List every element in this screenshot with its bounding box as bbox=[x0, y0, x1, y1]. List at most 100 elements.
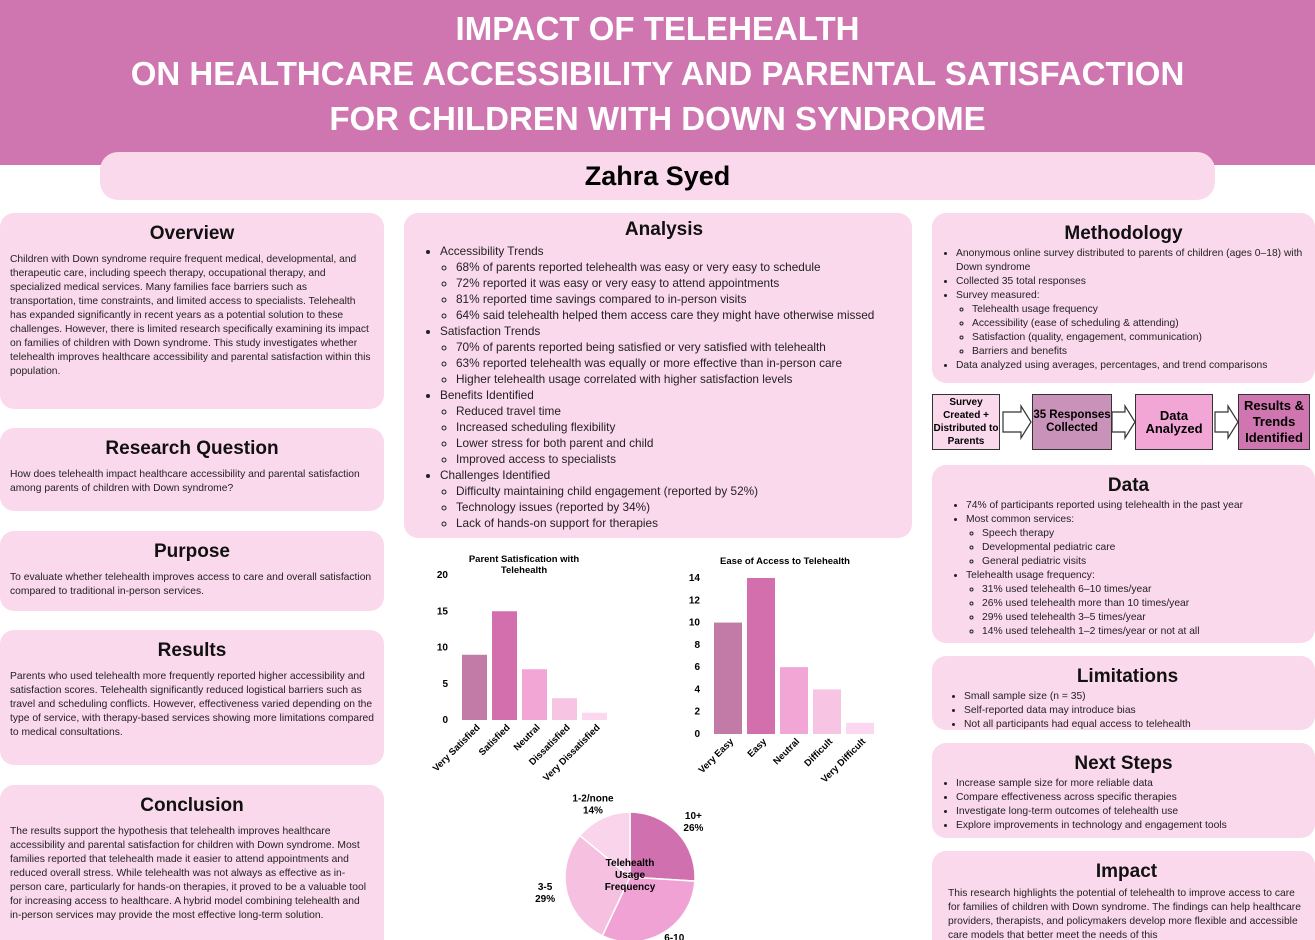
list-item: Accessibility Trends bbox=[440, 243, 902, 259]
y-tick-label: 0 bbox=[694, 729, 700, 740]
slice-label: 1-2/none bbox=[572, 794, 614, 805]
body-text: Children with Down syndrome require freq… bbox=[10, 254, 371, 377]
list-item: Reduced travel time bbox=[456, 403, 902, 419]
y-tick-label: 5 bbox=[442, 679, 448, 690]
title-line: ON HEALTHCARE ACCESSIBILITY AND PARENTAL… bbox=[130, 55, 1185, 92]
title-line: FOR CHILDREN WITH DOWN SYNDROME bbox=[329, 100, 986, 137]
heading: Overview bbox=[149, 223, 235, 244]
x-tick-label: Very Satisfied bbox=[431, 722, 483, 774]
x-tick-label: Easy bbox=[746, 736, 770, 760]
list-item: Survey measured: bbox=[956, 289, 1305, 303]
x-tick-label: Difficult bbox=[802, 736, 835, 769]
bullet-list: Small sample size (n = 35)Self-reported … bbox=[950, 690, 1305, 730]
list-item: Investigate long-term outcomes of telehe… bbox=[956, 805, 1305, 819]
bar bbox=[813, 689, 841, 734]
list-item: Lower stress for both parent and child bbox=[456, 435, 902, 451]
analysis: Analysis Accessibility Trends68% of paren… bbox=[404, 213, 912, 538]
bullet-list: Difficulty maintaining child engagement … bbox=[440, 483, 902, 531]
y-tick-label: 2 bbox=[694, 707, 700, 718]
x-tick-label: Satisfied bbox=[477, 722, 513, 758]
slice-value: 14% bbox=[583, 806, 603, 817]
bullet-list: 70% of parents reported being satisfied … bbox=[440, 339, 902, 387]
pie-slice bbox=[564, 834, 631, 937]
list-item: Improved access to specialists bbox=[456, 451, 902, 467]
limitations: Limitations Small sample size (n = 35)Sel… bbox=[932, 656, 1315, 730]
list-item: 68% of parents reported telehealth was e… bbox=[456, 259, 902, 275]
research-question: Research Question How does telehealth imp… bbox=[0, 428, 384, 511]
y-tick-label: 15 bbox=[437, 606, 449, 617]
x-tick-label: Very Dissatisfied bbox=[541, 722, 603, 784]
y-tick-label: 8 bbox=[694, 640, 700, 651]
list-item: Lack of hands-on support for therapies bbox=[456, 515, 902, 531]
bar bbox=[462, 654, 487, 720]
sub-list: 70% of parents reported being satisfied … bbox=[440, 339, 902, 387]
bullet-list: Speech therapyDevelopmental pediatric ca… bbox=[966, 527, 1305, 569]
list-item: Small sample size (n = 35) bbox=[964, 690, 1305, 704]
list-item: Telehealth usage frequency bbox=[972, 303, 1305, 317]
bullet-list: Reduced travel timeIncreased scheduling … bbox=[440, 403, 902, 467]
results: Results Parents who used telehealth more … bbox=[0, 630, 384, 765]
flow-step: Results & Trends Identified bbox=[1238, 394, 1310, 450]
list-item: 63% reported telehealth was equally or m… bbox=[456, 355, 902, 371]
purpose: Purpose To evaluate whether telehealth im… bbox=[0, 531, 384, 611]
heading: Next Steps bbox=[1074, 753, 1173, 774]
list-item: 26% used telehealth more than 10 times/y… bbox=[982, 597, 1305, 611]
list-item: Satisfaction Trends bbox=[440, 323, 902, 339]
y-tick-label: 10 bbox=[689, 618, 701, 629]
x-tick-label: Neutral bbox=[771, 736, 802, 767]
heading: Data bbox=[1107, 475, 1150, 496]
bar bbox=[780, 667, 808, 734]
bar bbox=[552, 698, 577, 720]
list-item: Data analyzed using averages, percentage… bbox=[956, 359, 1305, 373]
bar bbox=[522, 669, 547, 720]
list-item: General pediatric visits bbox=[982, 555, 1305, 569]
sub-list: Speech therapyDevelopmental pediatric ca… bbox=[966, 527, 1305, 569]
heading: Results bbox=[157, 640, 227, 661]
heading: Impact bbox=[1095, 861, 1158, 882]
bullet-list: 74% of participants reported using teleh… bbox=[952, 499, 1305, 639]
bar bbox=[846, 722, 874, 734]
slice-label: 3-5 bbox=[538, 882, 553, 893]
bullet-list: Accessibility Trends68% of parents repor… bbox=[426, 243, 902, 531]
conclusion: Conclusion The results support the hypoth… bbox=[0, 785, 384, 940]
list-item: Accessibility (ease of scheduling & atte… bbox=[972, 317, 1305, 331]
list-item: Barriers and benefits bbox=[972, 345, 1305, 359]
flow-step: Data Analyzed bbox=[1135, 394, 1213, 450]
list-item: 31% used telehealth 6–10 times/year bbox=[982, 583, 1305, 597]
list-item: 74% of participants reported using teleh… bbox=[966, 499, 1305, 513]
body-text: The results support the hypothesis that … bbox=[10, 826, 367, 921]
sub-list: Difficulty maintaining child engagement … bbox=[440, 483, 902, 531]
body-text: How does telehealth impact healthcare ac… bbox=[10, 469, 360, 494]
list-item: 29% used telehealth 3–5 times/year bbox=[982, 611, 1305, 625]
flow-arrows bbox=[1002, 403, 1239, 441]
y-tick-label: 12 bbox=[689, 595, 701, 606]
list-item: Compare effectiveness across specific th… bbox=[956, 791, 1305, 805]
chart-title: Ease of Access to Telehealth bbox=[720, 556, 850, 567]
impact: Impact This research highlights the poten… bbox=[932, 851, 1315, 940]
data-section: Data 74% of participants reported using t… bbox=[932, 465, 1315, 643]
slice-value: 29% bbox=[535, 894, 555, 905]
header-band bbox=[0, 0, 1315, 165]
author: Zahra Syed bbox=[100, 152, 1215, 200]
bullet-list: Anonymous online survey distributed to p… bbox=[942, 247, 1305, 373]
list-item: Satisfaction (quality, engagement, commu… bbox=[972, 331, 1305, 345]
x-tick-label: Very Easy bbox=[697, 736, 737, 776]
pie-slice bbox=[629, 811, 696, 882]
sub-list: Reduced travel timeIncreased scheduling … bbox=[440, 403, 902, 467]
list-item: Increase sample size for more reliable d… bbox=[956, 777, 1305, 791]
bullet-list: Telehealth usage frequencyAccessibility … bbox=[956, 303, 1305, 359]
bullet-list: Increase sample size for more reliable d… bbox=[942, 777, 1305, 833]
slice-label: 10+ bbox=[685, 811, 702, 822]
methodology: Methodology Anonymous online survey distr… bbox=[932, 213, 1315, 383]
list-item: 72% reported it was easy or very easy to… bbox=[456, 275, 902, 291]
bar bbox=[714, 622, 742, 734]
pie-title: Telehealth Usage Frequency bbox=[604, 858, 656, 893]
body-text: To evaluate whether telehealth improves … bbox=[10, 572, 372, 597]
flow-step: 35 Responses Collected bbox=[1032, 394, 1112, 450]
y-tick-label: 10 bbox=[437, 643, 449, 654]
y-tick-label: 14 bbox=[689, 573, 701, 584]
list-item: Collected 35 total responses bbox=[956, 275, 1305, 289]
body-text: This research highlights the potential o… bbox=[948, 888, 1301, 940]
y-tick-label: 20 bbox=[437, 570, 449, 581]
